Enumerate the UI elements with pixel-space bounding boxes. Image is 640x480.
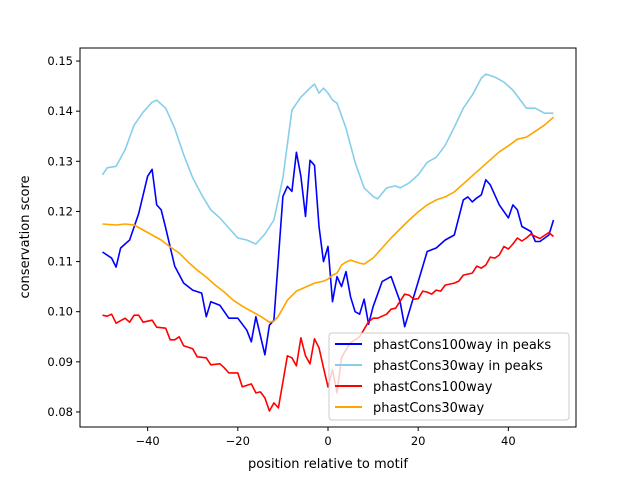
y-axis-ticks: 0.08 0.09 0.10 0.11 0.12 0.13 0.14 0.15 bbox=[47, 54, 80, 419]
y-tick-label: 0.11 bbox=[47, 255, 73, 269]
x-tick-label: 0 bbox=[324, 434, 331, 448]
y-tick-label: 0.08 bbox=[47, 405, 73, 419]
x-tick-label: −20 bbox=[226, 434, 250, 448]
series-line-1 bbox=[101, 73, 554, 245]
legend-label-3: phastCons30way bbox=[373, 401, 485, 416]
x-tick-label: −40 bbox=[135, 434, 159, 448]
y-tick-label: 0.13 bbox=[47, 154, 73, 168]
y-tick-label: 0.15 bbox=[47, 54, 73, 68]
legend-label-0: phastCons100way in peaks bbox=[373, 338, 551, 353]
y-tick-label: 0.09 bbox=[47, 355, 73, 369]
legend: phastCons100way in peaks phastCons30way i… bbox=[328, 332, 570, 421]
legend-label-2: phastCons100way bbox=[373, 380, 493, 395]
legend-box bbox=[328, 332, 570, 421]
x-tick-label: 20 bbox=[411, 434, 426, 448]
series-line-3 bbox=[102, 116, 555, 324]
series-line-0 bbox=[102, 151, 555, 356]
x-axis-label: position relative to motif bbox=[248, 457, 408, 472]
x-axis-ticks: −40 −20 0 20 40 bbox=[135, 427, 516, 448]
y-tick-label: 0.12 bbox=[47, 204, 73, 218]
y-tick-label: 0.10 bbox=[47, 305, 73, 319]
legend-label-1: phastCons30way in peaks bbox=[373, 359, 543, 374]
y-tick-label: 0.14 bbox=[47, 104, 73, 118]
x-tick-label: 40 bbox=[501, 434, 516, 448]
y-axis-label: conservation score bbox=[18, 175, 33, 298]
